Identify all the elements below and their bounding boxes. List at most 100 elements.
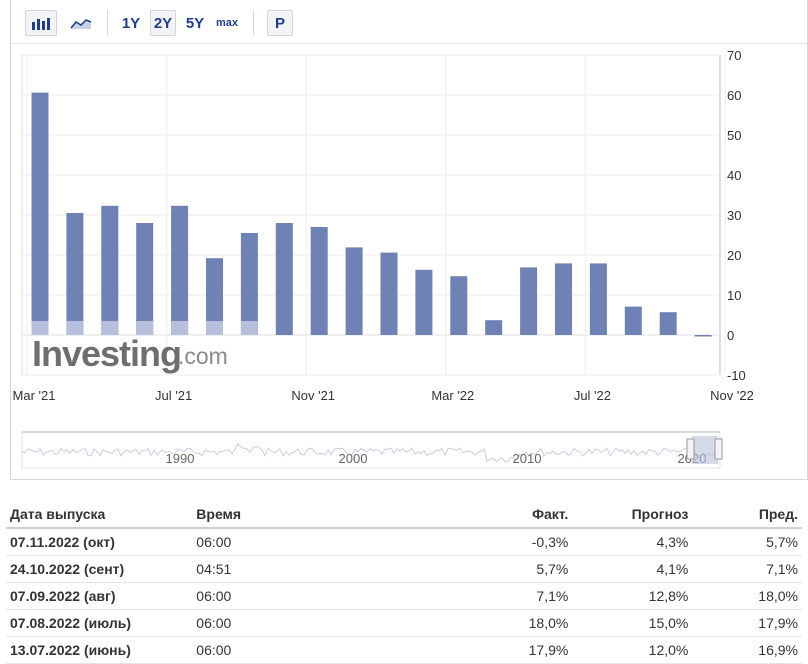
y-axis-ticks: 70 60 50 40 30 20 10 0 -10 bbox=[727, 48, 746, 383]
cell-forecast: 4,3% bbox=[572, 528, 693, 556]
x-tick-label: Mar '21 bbox=[13, 388, 56, 403]
cell-forecast: 15,0% bbox=[572, 609, 693, 637]
cell-actual: 7,1% bbox=[389, 582, 573, 610]
navigator-line bbox=[21, 443, 719, 463]
x-tick-label: Jul '21 bbox=[155, 388, 192, 403]
watermark-brand: Investing bbox=[32, 333, 181, 374]
range-max-button[interactable]: max bbox=[215, 17, 239, 29]
table-row: 07.11.2022 (окт) 06:00 -0,3% 4,3% 5,7% bbox=[6, 528, 802, 556]
cell-time: 06:00 bbox=[192, 609, 390, 637]
bar[interactable] bbox=[101, 205, 119, 335]
range-navigator[interactable]: 1990200020102020 bbox=[21, 431, 723, 469]
watermark-suffix: .com bbox=[178, 343, 228, 369]
header-release-date: Дата выпуска bbox=[6, 500, 193, 529]
cell-forecast: 4,1% bbox=[572, 555, 693, 583]
bar[interactable] bbox=[380, 252, 398, 335]
navigator-right-handle[interactable] bbox=[714, 438, 723, 460]
bar[interactable] bbox=[275, 223, 293, 335]
bar[interactable] bbox=[659, 312, 677, 335]
bar-highlight bbox=[206, 321, 223, 335]
navigator-year-label: 1990 bbox=[166, 451, 195, 466]
navigator-year-label: 2010 bbox=[513, 451, 542, 466]
chart-grid bbox=[21, 54, 726, 376]
navigator-frame bbox=[21, 431, 721, 469]
header-forecast: Прогноз bbox=[572, 500, 693, 529]
table-row: 07.09.2022 (авг) 06:00 7,1% 12,8% 18,0% bbox=[6, 582, 802, 610]
cell-time: 04:51 bbox=[192, 555, 390, 583]
y-tick-label: 50 bbox=[727, 128, 741, 143]
bar-highlight bbox=[136, 321, 154, 335]
bar[interactable] bbox=[450, 276, 468, 335]
bar-highlight bbox=[240, 321, 258, 335]
range-5y-button[interactable]: 5Y bbox=[185, 14, 205, 32]
navigator-selection[interactable] bbox=[692, 436, 718, 464]
cell-previous: 5,7% bbox=[692, 528, 802, 556]
navigator-year-label: 2000 bbox=[339, 451, 368, 466]
table-row: 07.08.2022 (июль) 06:00 18,0% 15,0% 17,9% bbox=[6, 609, 802, 637]
bar[interactable] bbox=[485, 320, 503, 335]
cell-previous: 17,9% bbox=[692, 609, 802, 637]
cell-time: 06:00 bbox=[192, 582, 390, 610]
bar[interactable] bbox=[555, 263, 572, 335]
bar[interactable] bbox=[171, 205, 189, 335]
y-tick-label: 0 bbox=[727, 328, 734, 343]
toolbar-divider bbox=[107, 10, 108, 36]
x-tick-label: Nov '21 bbox=[291, 388, 335, 403]
bar-highlight bbox=[66, 321, 84, 335]
cell-release-date: 07.09.2022 (авг) bbox=[6, 582, 193, 610]
chart-toolbar: 1Y 2Y 5Y max P bbox=[11, 0, 807, 44]
releases-table: Дата выпуска Время Факт. Прогноз Пред. 0… bbox=[6, 500, 802, 664]
bar-highlight bbox=[31, 321, 49, 335]
chart-bars bbox=[31, 92, 712, 337]
range-2y-button[interactable]: 2Y bbox=[150, 10, 176, 36]
bar[interactable] bbox=[345, 247, 363, 335]
y-tick-label: 10 bbox=[727, 288, 741, 303]
cell-release-date: 07.11.2022 (окт) bbox=[6, 528, 193, 556]
navigator-left-handle[interactable] bbox=[686, 438, 695, 460]
table-row: 24.10.2022 (сент) 04:51 5,7% 4,1% 7,1% bbox=[6, 555, 802, 583]
range-1y-button[interactable]: 1Y bbox=[121, 14, 141, 32]
bar[interactable] bbox=[206, 258, 223, 335]
header-actual: Факт. bbox=[389, 500, 573, 529]
bar[interactable] bbox=[136, 223, 154, 335]
bar-chart-button[interactable] bbox=[25, 10, 57, 36]
bar[interactable] bbox=[310, 227, 328, 335]
y-tick-label: 40 bbox=[727, 168, 741, 183]
cell-actual: -0,3% bbox=[389, 528, 573, 556]
table-header-row: Дата выпуска Время Факт. Прогноз Пред. bbox=[6, 500, 802, 529]
bar-highlight bbox=[101, 321, 119, 335]
p-button[interactable]: P bbox=[267, 10, 293, 36]
x-tick-label: Jul '22 bbox=[574, 388, 611, 403]
cell-forecast: 12,8% bbox=[572, 582, 693, 610]
cell-previous: 7,1% bbox=[692, 555, 802, 583]
cell-previous: 18,0% bbox=[692, 582, 802, 610]
cell-actual: 5,7% bbox=[389, 555, 573, 583]
investing-watermark: Investing .com bbox=[32, 333, 228, 374]
bar[interactable] bbox=[240, 233, 258, 335]
bar[interactable] bbox=[624, 306, 642, 335]
y-tick-label: -10 bbox=[727, 368, 746, 383]
area-chart-button[interactable] bbox=[65, 10, 97, 36]
header-previous: Пред. bbox=[692, 500, 802, 529]
header-time: Время bbox=[192, 500, 390, 529]
area-chart-icon bbox=[70, 19, 92, 29]
cell-actual: 17,9% bbox=[389, 636, 573, 664]
toolbar-divider bbox=[253, 10, 254, 36]
bar-chart-icon bbox=[32, 18, 50, 30]
cell-actual: 18,0% bbox=[389, 609, 573, 637]
cell-release-date: 07.08.2022 (июль) bbox=[6, 609, 193, 637]
bar[interactable] bbox=[520, 267, 538, 335]
bar[interactable] bbox=[589, 263, 607, 335]
bar[interactable] bbox=[31, 92, 49, 335]
x-tick-label: Mar '22 bbox=[431, 388, 474, 403]
cell-release-date: 13.07.2022 (июнь) bbox=[6, 636, 193, 664]
bar[interactable] bbox=[694, 335, 712, 337]
x-tick-label: Nov '22 bbox=[710, 388, 754, 403]
cell-forecast: 12,0% bbox=[572, 636, 693, 664]
bar[interactable] bbox=[415, 269, 433, 335]
cell-time: 06:00 bbox=[192, 528, 390, 556]
cell-release-date: 24.10.2022 (сент) bbox=[6, 555, 193, 583]
bar[interactable] bbox=[66, 213, 84, 335]
cell-time: 06:00 bbox=[192, 636, 390, 664]
